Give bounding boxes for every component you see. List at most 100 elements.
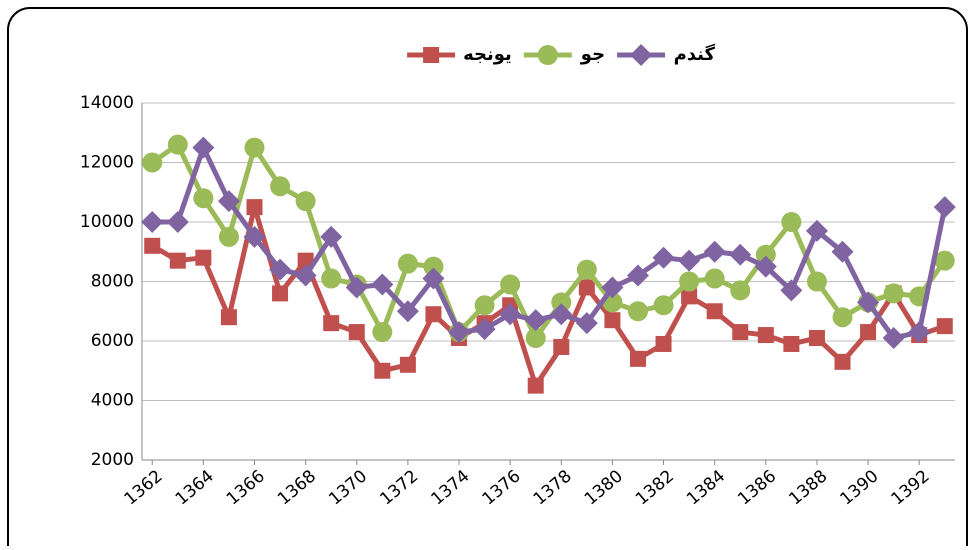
point	[834, 353, 851, 370]
legend-label: جو	[580, 44, 605, 65]
point	[808, 330, 825, 347]
point	[626, 264, 649, 287]
point	[425, 306, 442, 323]
y-tick-label: 6000	[91, 331, 134, 351]
point	[783, 335, 800, 352]
point	[883, 283, 904, 304]
point	[294, 264, 317, 287]
y-tick-label: 2000	[91, 450, 134, 470]
point	[270, 176, 291, 197]
point	[678, 249, 701, 272]
point	[604, 312, 621, 329]
point	[755, 244, 776, 265]
y-tick-label: 14000	[80, 93, 134, 113]
point	[703, 240, 726, 263]
point	[553, 338, 570, 355]
legend-label: یونجه	[463, 44, 512, 65]
point	[167, 134, 188, 155]
point	[297, 252, 314, 269]
point	[757, 327, 774, 344]
point	[500, 274, 521, 295]
point	[576, 259, 597, 280]
point	[397, 253, 418, 274]
point	[269, 258, 292, 281]
point	[524, 309, 547, 332]
point	[578, 279, 595, 296]
point	[860, 324, 877, 341]
point	[730, 280, 751, 301]
point	[550, 303, 573, 326]
point	[141, 211, 164, 233]
point	[627, 301, 648, 322]
point	[806, 271, 827, 292]
point	[473, 318, 496, 341]
y-tick-label: 10000	[80, 212, 134, 232]
point	[321, 268, 342, 289]
point	[217, 190, 240, 213]
point	[629, 350, 646, 367]
point	[679, 271, 700, 292]
point	[142, 152, 163, 173]
point	[169, 252, 186, 269]
point	[399, 356, 416, 373]
point	[655, 335, 672, 352]
point	[243, 225, 266, 248]
point	[832, 307, 853, 328]
point	[653, 295, 674, 316]
point	[908, 321, 931, 344]
point	[936, 318, 953, 335]
point	[371, 273, 394, 296]
point	[704, 268, 725, 289]
point	[345, 276, 368, 299]
point	[166, 211, 189, 233]
point	[831, 240, 854, 263]
point	[551, 292, 572, 313]
point	[220, 309, 237, 326]
point	[374, 362, 391, 379]
point	[396, 300, 419, 323]
point	[218, 226, 239, 247]
point	[348, 324, 365, 341]
point	[652, 246, 675, 269]
point	[630, 44, 653, 66]
point	[732, 324, 749, 341]
point	[933, 196, 956, 219]
point	[195, 249, 212, 266]
point	[474, 295, 495, 316]
point	[193, 188, 214, 209]
point	[857, 291, 880, 314]
point	[244, 137, 265, 158]
y-tick-label: 4000	[91, 391, 134, 411]
point	[525, 328, 546, 349]
point	[934, 250, 955, 271]
point	[323, 315, 340, 332]
point	[781, 212, 802, 232]
point	[575, 312, 598, 335]
point	[246, 199, 263, 216]
legend-label: گندم	[674, 43, 716, 65]
point	[422, 267, 445, 290]
point	[805, 219, 828, 242]
point	[499, 303, 522, 326]
point	[272, 285, 289, 302]
point	[882, 327, 905, 350]
y-tick-label: 8000	[91, 272, 134, 292]
point	[295, 191, 316, 212]
point	[372, 322, 393, 343]
point	[706, 303, 723, 320]
point	[754, 255, 777, 278]
point	[681, 288, 698, 305]
point	[537, 45, 558, 65]
point	[320, 225, 343, 248]
y-tick-label: 12000	[80, 153, 134, 173]
point	[729, 243, 752, 266]
point	[192, 136, 215, 159]
point	[601, 276, 624, 299]
point	[780, 279, 803, 302]
point	[527, 377, 544, 394]
point	[448, 321, 471, 344]
point	[423, 47, 440, 63]
point	[423, 256, 444, 277]
point	[144, 237, 161, 254]
